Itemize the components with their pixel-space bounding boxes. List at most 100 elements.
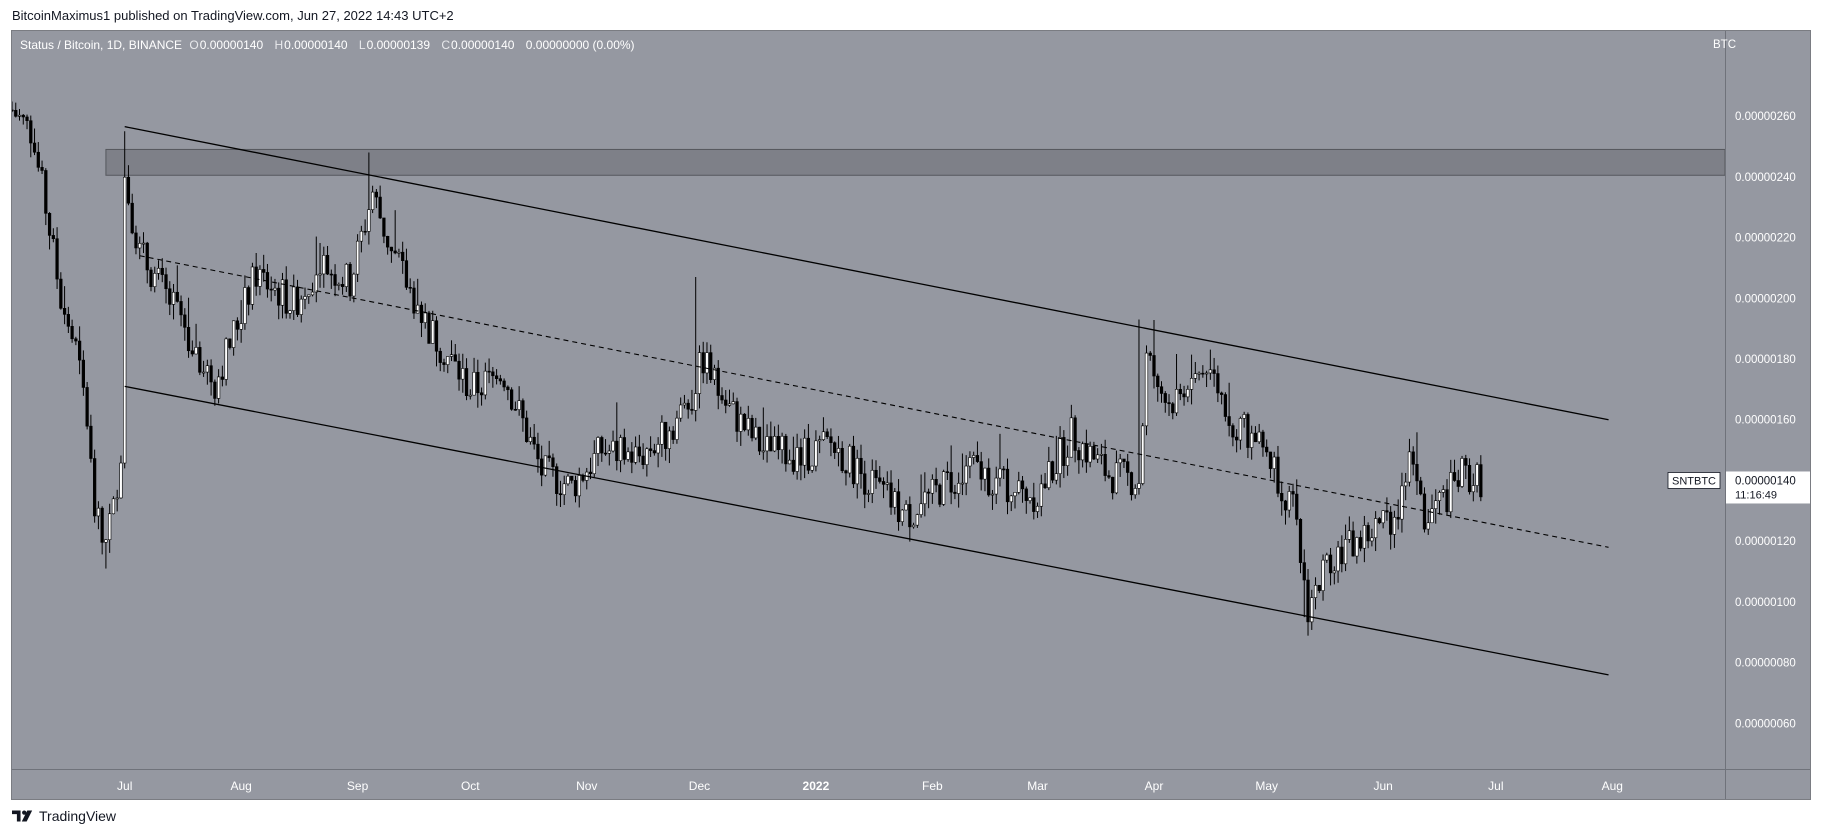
- candle-body: [844, 470, 848, 474]
- candle-body: [1189, 378, 1194, 390]
- candle-body: [367, 209, 371, 232]
- candle-body: [810, 465, 814, 471]
- candle-body: [724, 399, 728, 406]
- candle-body: [1475, 464, 1479, 486]
- candle-body: [232, 320, 236, 348]
- candle-body: [1374, 518, 1378, 539]
- symbol-name[interactable]: Status / Bitcoin, 1D, BINANCE: [20, 38, 183, 52]
- upper-channel-line[interactable]: [124, 126, 1609, 421]
- time-tick-label: Mar: [1027, 779, 1048, 793]
- candle-body: [836, 448, 841, 453]
- candle-body: [1073, 417, 1077, 451]
- candle-body: [848, 445, 852, 474]
- candle-body: [510, 389, 514, 410]
- chart-panel[interactable]: 0.00000260 0.00000240 0.00000220 0.00000200…: [11, 30, 1811, 800]
- candle-body: [1467, 465, 1472, 493]
- current-price-value: 0.00000140: [1735, 475, 1796, 487]
- candle-body: [611, 440, 615, 452]
- candle-body: [1306, 579, 1310, 623]
- candle-body: [923, 491, 927, 505]
- tradingview-brand[interactable]: TradingView: [39, 808, 117, 824]
- candle-body: [36, 151, 40, 168]
- candle-body: [371, 191, 375, 210]
- candle-body: [1156, 375, 1160, 388]
- open-value: 0.00000140: [199, 38, 264, 52]
- candle-body: [1272, 456, 1276, 469]
- candle-body: [498, 378, 502, 382]
- candle-body: [1422, 493, 1427, 530]
- candle-body: [543, 455, 548, 476]
- candle-body: [1426, 522, 1430, 530]
- candle-body: [964, 465, 968, 484]
- candle-body: [1126, 461, 1130, 473]
- resistance-zone[interactable]: [105, 148, 1726, 176]
- candle-body: [1035, 505, 1040, 512]
- candle-body: [1471, 485, 1475, 493]
- candle-body: [1208, 369, 1212, 374]
- candle-body: [1081, 443, 1085, 461]
- candle-body: [1381, 510, 1385, 524]
- candle-body: [1268, 451, 1273, 469]
- candle-body: [119, 462, 123, 499]
- candle-body: [1159, 386, 1164, 394]
- candle-body: [904, 504, 908, 511]
- candle-body: [870, 469, 874, 494]
- candle-body: [1276, 456, 1280, 494]
- candle-body: [25, 116, 29, 122]
- candle-body: [1133, 488, 1137, 496]
- candle-body: [1005, 468, 1010, 503]
- price-chart[interactable]: 0.00000260 0.00000240 0.00000220 0.00000200…: [12, 31, 1811, 800]
- candle-body: [667, 430, 672, 449]
- time-tick-label: Apr: [1145, 779, 1164, 793]
- middle-channel-line[interactable]: [139, 255, 1609, 548]
- price-tick-label: 0.00000260: [1735, 111, 1796, 123]
- tradingview-logo-icon[interactable]: [12, 809, 34, 823]
- candle-body: [250, 266, 255, 305]
- candle-body: [1227, 416, 1231, 426]
- candle-body: [449, 354, 454, 357]
- candle-body: [866, 493, 871, 495]
- candle-body: [1178, 389, 1182, 395]
- candle-body: [686, 402, 690, 410]
- candle-body: [739, 413, 743, 432]
- candle-body: [134, 232, 138, 249]
- candle-body: [138, 243, 142, 249]
- time-tick-label: Jun: [1373, 779, 1392, 793]
- candle-body: [618, 437, 623, 462]
- price-tick-label: 0.00000180: [1735, 354, 1796, 366]
- candle-body: [93, 458, 97, 517]
- candle-body: [1212, 369, 1216, 374]
- price-tick-label: 0.00000060: [1735, 718, 1796, 730]
- candle-body: [855, 457, 859, 485]
- candle-body: [1441, 489, 1445, 493]
- candle-body: [975, 455, 980, 462]
- candle-body: [953, 491, 957, 494]
- candle-body: [960, 482, 965, 485]
- candle-body: [814, 440, 818, 467]
- candle-body: [1362, 525, 1366, 549]
- candle-body: [649, 448, 653, 451]
- lower-channel-line[interactable]: [124, 385, 1609, 676]
- candle-body: [987, 467, 991, 496]
- candle-body: [1456, 480, 1460, 487]
- ticker-tag[interactable]: [1667, 472, 1721, 489]
- candle-body: [900, 509, 904, 523]
- candle-body: [277, 287, 281, 306]
- candle-body: [994, 477, 998, 495]
- candle-body: [40, 167, 44, 171]
- candle-body: [558, 493, 563, 496]
- candle-body: [1415, 463, 1419, 482]
- candle-body: [156, 267, 161, 274]
- candle-body: [1310, 597, 1314, 623]
- time-tick-label: Nov: [576, 779, 597, 793]
- candle-body: [423, 312, 427, 323]
- candle-body: [1193, 373, 1197, 379]
- candle-body: [998, 468, 1002, 479]
- candle-body: [457, 360, 461, 380]
- candle-body: [141, 242, 146, 245]
- candle-body: [397, 251, 401, 254]
- candle-body: [1366, 525, 1370, 542]
- candle-body: [949, 472, 953, 493]
- candle-body: [1174, 389, 1179, 414]
- candle-body: [393, 250, 397, 254]
